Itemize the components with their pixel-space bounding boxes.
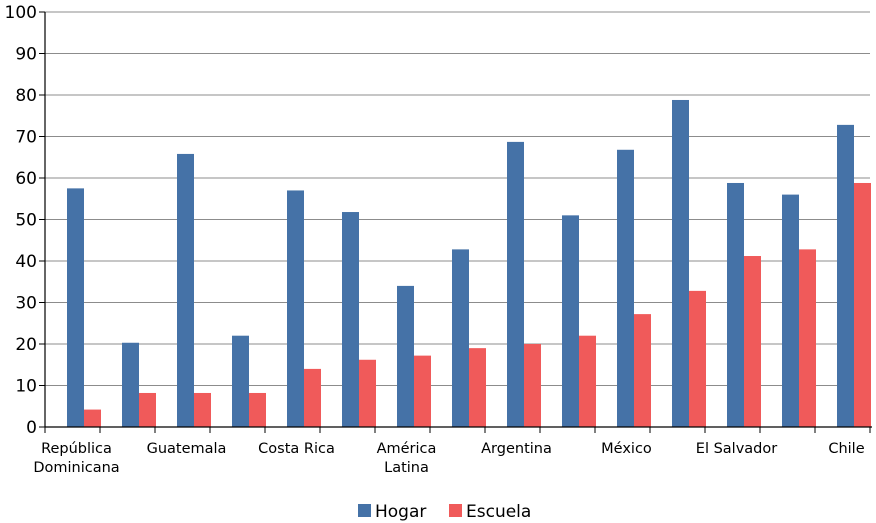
bar-escuela-14	[854, 182, 871, 427]
x-tick-label: México	[601, 441, 652, 457]
bar-escuela-13	[799, 249, 816, 427]
bar-hogar-7	[452, 249, 469, 427]
x-tick-label: América	[377, 441, 437, 457]
y-tick-label: 50	[15, 211, 37, 231]
legend-swatch-hogar	[358, 504, 371, 517]
bar-hogar-1	[122, 342, 139, 427]
bar-hogar-10	[617, 149, 634, 427]
y-tick-label: 60	[15, 169, 37, 189]
bar-escuela-11	[689, 290, 706, 427]
bar-hogar-0	[67, 188, 84, 427]
x-axis-labels: República Dominicana Guatemala Costa Rica Am…	[33, 441, 864, 476]
y-tick-label: 70	[15, 128, 37, 148]
bar-escuela-5	[359, 359, 376, 427]
bar-hogar-14	[837, 124, 854, 427]
bar-escuela-8	[524, 344, 541, 427]
y-tick-label: 10	[15, 377, 37, 397]
bar-escuela-10	[634, 314, 651, 427]
y-tick-label: 100	[5, 3, 37, 23]
bar-escuela-2	[194, 392, 211, 427]
y-tick-label: 30	[15, 294, 37, 314]
legend-swatch-escuela	[449, 504, 462, 517]
y-tick-label: 20	[15, 335, 37, 355]
x-tick-label: República	[41, 441, 112, 457]
bar-escuela-3	[249, 392, 266, 427]
bar-hogar-5	[342, 212, 359, 427]
y-tick-label: 80	[15, 86, 37, 106]
x-tick-label: Chile	[828, 441, 864, 457]
y-axis-ticks: 0 10 20 30 40 50 60 70 80 90 100	[5, 3, 37, 438]
y-tick-label: 40	[15, 252, 37, 272]
bar-hogar-4	[287, 190, 304, 427]
bar-escuela-0	[84, 409, 101, 427]
x-tick-label: Latina	[384, 460, 429, 476]
x-tick-label: Dominicana	[33, 460, 119, 476]
bar-escuela-12	[744, 256, 761, 427]
bar-hogar-3	[232, 335, 249, 427]
x-tick-label: Costa Rica	[258, 441, 335, 457]
y-tick-label: 90	[15, 45, 37, 65]
y-tick-label: 0	[26, 418, 37, 438]
legend-label-escuela: Escuela	[466, 502, 531, 522]
bar-escuela-7	[469, 348, 486, 427]
x-tick-label: El Salvador	[696, 441, 777, 457]
bar-hogar-2	[177, 153, 194, 427]
bar-hogar-11	[672, 99, 689, 427]
bar-hogar-8	[507, 141, 524, 427]
bar-hogar-9	[562, 215, 579, 427]
legend: Hogar Escuela	[358, 502, 531, 522]
bar-hogar-12	[727, 182, 744, 427]
x-tick-label: Guatemala	[147, 441, 227, 457]
bar-escuela-4	[304, 368, 321, 427]
bar-escuela-1	[139, 392, 156, 427]
bar-hogar-6	[397, 285, 414, 427]
x-tick-label: Argentina	[481, 441, 552, 457]
bar-hogar-13	[782, 194, 799, 427]
bar-escuela-9	[579, 335, 596, 427]
bars	[67, 99, 871, 427]
bar-escuela-6	[414, 355, 431, 427]
legend-label-hogar: Hogar	[375, 502, 426, 522]
axes	[39, 11, 872, 433]
